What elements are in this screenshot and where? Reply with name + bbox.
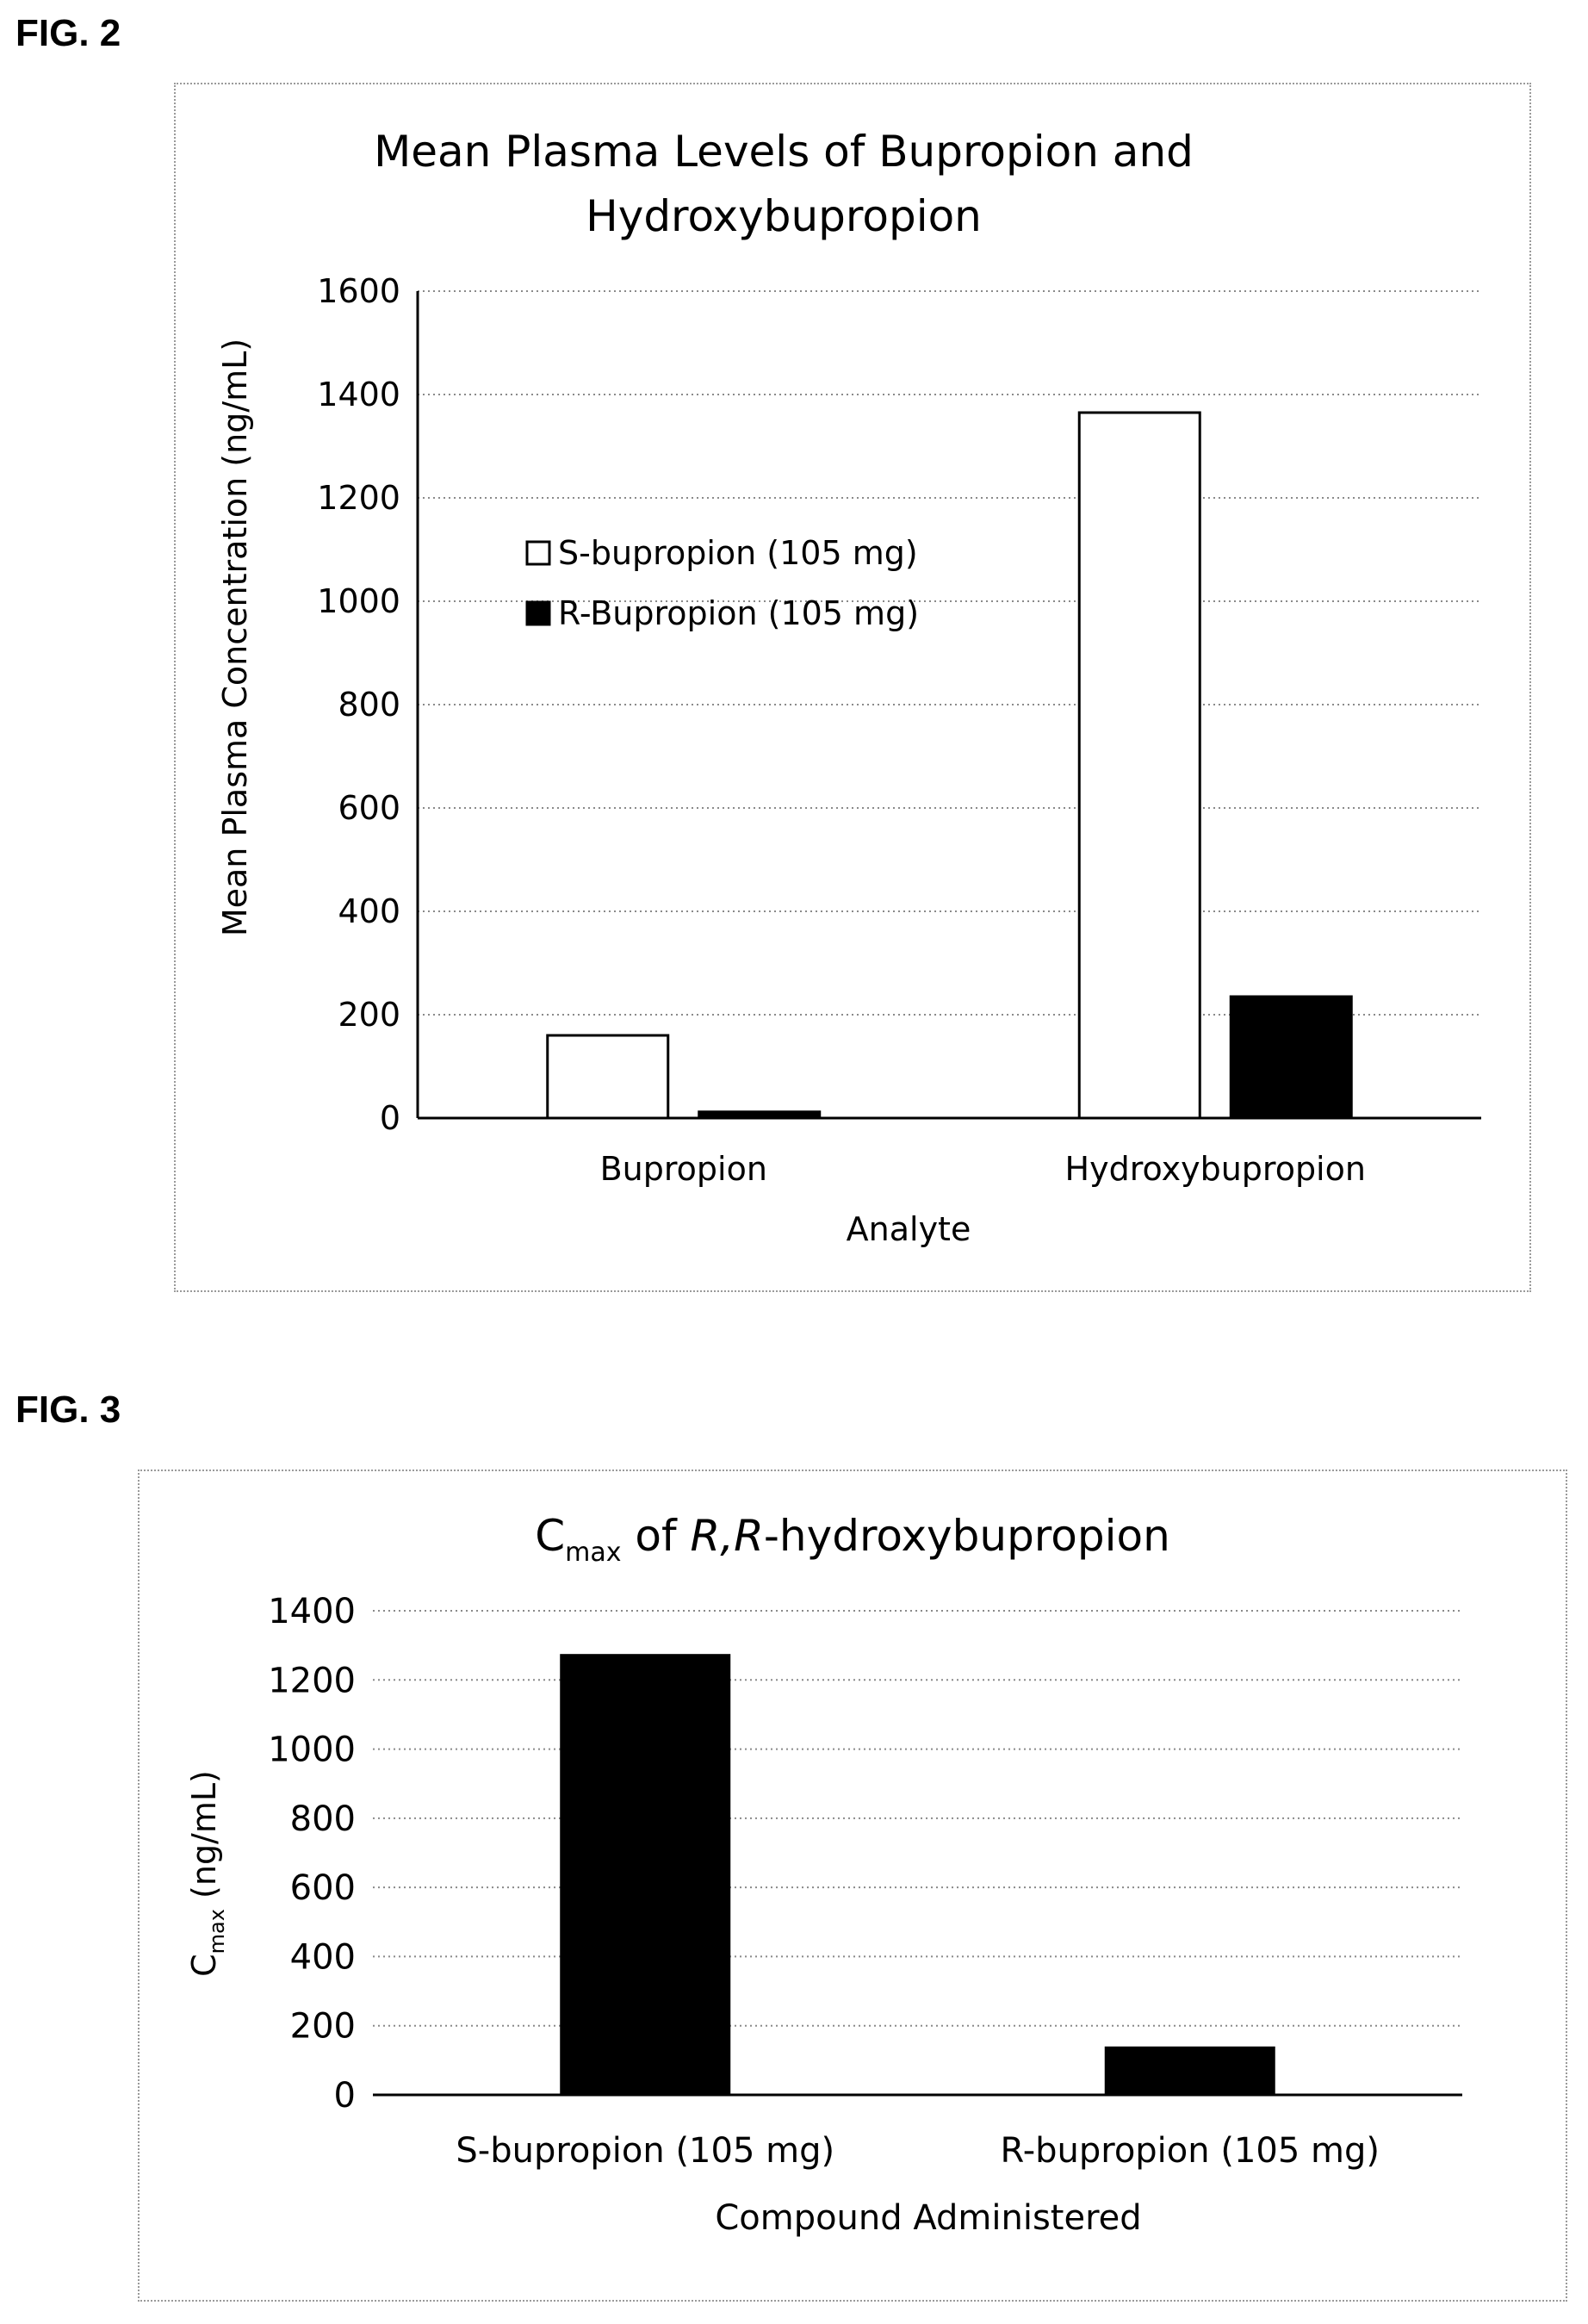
chart2-y-axis-label: Cmax (ng/mL)	[185, 1770, 229, 1977]
chart1-y-tick-labels: 0 200 400 600 800 1000 1200 1400 1600	[317, 272, 400, 1137]
chart2-y-tick-labels: 0 200 400 600 800 1000 1200 1400	[268, 1592, 356, 2116]
chart2-title-sub: max	[565, 1538, 621, 1568]
chart1-y-tick-200: 200	[338, 996, 400, 1034]
chart2-y-tick-200: 200	[290, 2007, 356, 2047]
chart2-title-italic: R,R	[691, 1511, 764, 1561]
chart2-y-tick-600: 600	[290, 1868, 356, 1908]
chart1-y-axis-label: Mean Plasma Concentration (ng/mL)	[216, 339, 254, 936]
chart1-bar-hydroxybupropion-series-1	[1229, 995, 1353, 1120]
chart2-bar-1	[1104, 2046, 1275, 2095]
chart2-title-c: C	[535, 1511, 565, 1561]
chart2-y-tick-0: 0	[334, 2076, 356, 2116]
chart1-legend-label-1: R-Bupropion (105 mg)	[558, 594, 919, 632]
chart1-bar-bupropion-series-1	[698, 1110, 822, 1120]
chart2-bar-0	[560, 1654, 731, 2095]
chart2-x-tick-0: S-bupropion (105 mg)	[456, 2131, 834, 2171]
chart1-y-tick-600: 600	[338, 789, 400, 827]
chart1-y-tick-400: 400	[338, 892, 400, 930]
chart2-x-axis-label: Compound Administered	[715, 2198, 1141, 2238]
chart2-title-of: of	[622, 1511, 691, 1561]
chart1-x-tick-labels: Bupropion Hydroxybupropion	[600, 1150, 1366, 1188]
chart2-gridlines	[373, 1610, 1462, 2097]
chart1-gridlines	[416, 290, 1481, 1120]
chart2-x-tick-labels: S-bupropion (105 mg) R-bupropion (105 mg)	[456, 2131, 1380, 2171]
chart2-ylabel-c: C	[185, 1954, 223, 1977]
chart1-y-tick-800: 800	[338, 686, 400, 724]
chart1-title-line1: Mean Plasma Levels of Bupropion and	[374, 127, 1194, 177]
chart1-y-tick-1600: 1600	[317, 272, 400, 310]
chart1-legend-swatch-1	[525, 600, 551, 626]
chart1-legend: S-bupropion (105 mg) R-Bupropion (105 mg)	[525, 534, 919, 632]
chart2-y-tick-1200: 1200	[268, 1661, 356, 1700]
chart1-y-tick-1400: 1400	[317, 376, 400, 413]
chart1-title-line2: Hydroxybupropion	[586, 191, 982, 241]
chart1-x-axis-label: Analyte	[847, 1210, 971, 1248]
figure-2-label: FIG. 2	[16, 12, 121, 54]
chart1-legend-label-0: S-bupropion (105 mg)	[558, 534, 918, 572]
chart1-x-tick-hydroxybupropion: Hydroxybupropion	[1065, 1150, 1366, 1188]
chart1-bars	[546, 411, 1353, 1120]
chart1-y-tick-0: 0	[380, 1099, 400, 1137]
chart2-bars	[560, 1654, 1275, 2095]
chart2-y-tick-1000: 1000	[268, 1731, 356, 1770]
chart2-x-tick-1: R-bupropion (105 mg)	[1001, 2131, 1380, 2171]
chart2-y-tick-800: 800	[290, 1799, 356, 1839]
chart2-y-tick-400: 400	[290, 1937, 356, 1977]
figure-2-chart-frame	[174, 83, 1531, 1292]
chart2-y-tick-1400: 1400	[268, 1592, 356, 1631]
chart1-y-tick-1200: 1200	[317, 479, 400, 517]
figure-3-chart-frame	[138, 1470, 1567, 2302]
figure-3-label: FIG. 3	[16, 1389, 121, 1431]
chart2-ylabel-rest: (ng/mL)	[185, 1770, 223, 1909]
chart2-title: Cmax of R,R-hydroxybupropion	[535, 1511, 1170, 1568]
chart1-legend-swatch-0	[525, 540, 551, 566]
chart1-x-tick-bupropion: Bupropion	[600, 1150, 767, 1188]
chart2-ylabel-sub: max	[205, 1909, 229, 1954]
chart1-bar-bupropion-series-0	[546, 1034, 670, 1120]
chart2-title-rest: -hydroxybupropion	[764, 1511, 1170, 1561]
chart1-y-tick-1000: 1000	[317, 582, 400, 620]
chart1-bar-hydroxybupropion-series-0	[1077, 411, 1201, 1120]
